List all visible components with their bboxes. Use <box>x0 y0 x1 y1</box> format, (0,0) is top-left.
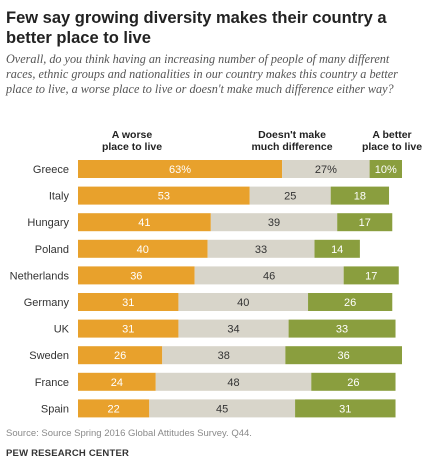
chart-subtitle: Overall, do you think having an increasi… <box>6 52 398 96</box>
bar-italy-no-difference <box>249 186 331 205</box>
bar-germany-better <box>308 293 393 311</box>
value-label-hungary-better: 17 <box>359 217 371 229</box>
bar-sweden-worse <box>78 346 163 365</box>
value-label-netherlands-better: 17 <box>365 270 377 282</box>
value-label-italy-worse: 53 <box>158 191 170 203</box>
value-label-hungary-worse: 41 <box>138 217 150 229</box>
bar-uk-no-difference <box>178 319 289 338</box>
value-label-spain-better: 31 <box>339 403 351 415</box>
value-label-uk-better: 33 <box>336 324 348 336</box>
value-label-sweden-worse: 26 <box>114 350 126 362</box>
value-label-uk-no-difference: 34 <box>227 324 239 336</box>
bar-italy-better <box>330 186 390 205</box>
chart-svg: A worse place to live Doesn't make much dif… <box>10 129 422 418</box>
legend-no-difference: Doesn't make much difference <box>251 129 332 153</box>
bar-france-no-difference <box>155 372 312 391</box>
bar-spain-better <box>295 399 396 418</box>
bar-greece-better <box>369 160 402 178</box>
value-label-hungary-no-difference: 39 <box>268 217 280 229</box>
bar-greece-worse <box>78 160 283 178</box>
bar-netherlands-better <box>343 266 399 285</box>
bar-netherlands-no-difference <box>194 266 344 285</box>
stacked-bar-chart: A worse place to live Doesn't make much dif… <box>0 128 422 425</box>
bar-uk-worse <box>78 319 179 338</box>
bar-hungary-better <box>337 213 393 232</box>
bar-sweden-no-difference <box>162 346 286 365</box>
bar-greece-no-difference <box>282 160 370 178</box>
value-label-poland-better: 14 <box>331 244 343 256</box>
value-label-netherlands-no-difference: 46 <box>263 270 275 282</box>
value-label-greece-worse: 63% <box>169 164 191 176</box>
value-label-greece-better: 10% <box>375 164 397 176</box>
bar-hungary-no-difference <box>210 213 338 232</box>
value-label-sweden-better: 36 <box>338 350 350 362</box>
category-label-netherlands: Netherlands <box>10 270 70 282</box>
bar-poland-no-difference <box>207 239 315 258</box>
value-label-france-no-difference: 48 <box>227 377 239 389</box>
bar-france-better <box>311 372 396 391</box>
value-label-spain-worse: 22 <box>108 403 120 415</box>
value-label-greece-no-difference: 27% <box>315 164 337 176</box>
category-label-uk: UK <box>54 324 70 336</box>
bar-germany-no-difference <box>178 293 309 311</box>
bar-spain-no-difference <box>149 399 296 418</box>
bar-netherlands-worse <box>78 266 195 285</box>
value-label-uk-worse: 31 <box>122 324 134 336</box>
chart-title: Few say growing diversity makes their co… <box>6 9 387 47</box>
bar-sweden-better <box>285 346 402 365</box>
bar-hungary-worse <box>78 213 211 232</box>
value-label-france-worse: 24 <box>111 377 123 389</box>
value-label-netherlands-worse: 36 <box>130 270 142 282</box>
bar-germany-worse <box>78 293 179 311</box>
legend-worse: A worse place to live <box>102 129 162 153</box>
source-note: Source: Source Spring 2016 Global Attitu… <box>6 428 252 439</box>
value-label-germany-no-difference: 40 <box>237 297 249 309</box>
category-label-germany: Germany <box>24 297 70 309</box>
legend-better: A better place to live <box>362 129 422 153</box>
value-label-italy-better: 18 <box>354 191 366 203</box>
category-label-hungary: Hungary <box>27 217 69 229</box>
value-label-germany-better: 26 <box>344 297 356 309</box>
bar-uk-better <box>288 319 396 338</box>
category-label-greece: Greece <box>33 164 69 176</box>
bar-italy-worse <box>78 186 250 205</box>
bar-poland-worse <box>78 239 208 258</box>
value-label-spain-no-difference: 45 <box>216 403 228 415</box>
category-label-sweden: Sweden <box>29 350 69 362</box>
category-label-spain: Spain <box>41 403 69 415</box>
value-label-france-better: 26 <box>347 377 359 389</box>
category-label-poland: Poland <box>35 244 69 256</box>
bar-spain-worse <box>78 399 150 418</box>
category-label-italy: Italy <box>49 191 70 203</box>
value-label-germany-worse: 31 <box>122 297 134 309</box>
value-label-italy-no-difference: 25 <box>284 191 296 203</box>
value-label-poland-worse: 40 <box>137 244 149 256</box>
brand-label: PEW RESEARCH CENTER <box>6 448 130 459</box>
bar-france-worse <box>78 372 156 391</box>
bar-poland-better <box>314 239 360 258</box>
value-label-poland-no-difference: 33 <box>255 244 267 256</box>
category-label-france: France <box>35 377 69 389</box>
value-label-sweden-no-difference: 38 <box>218 350 230 362</box>
